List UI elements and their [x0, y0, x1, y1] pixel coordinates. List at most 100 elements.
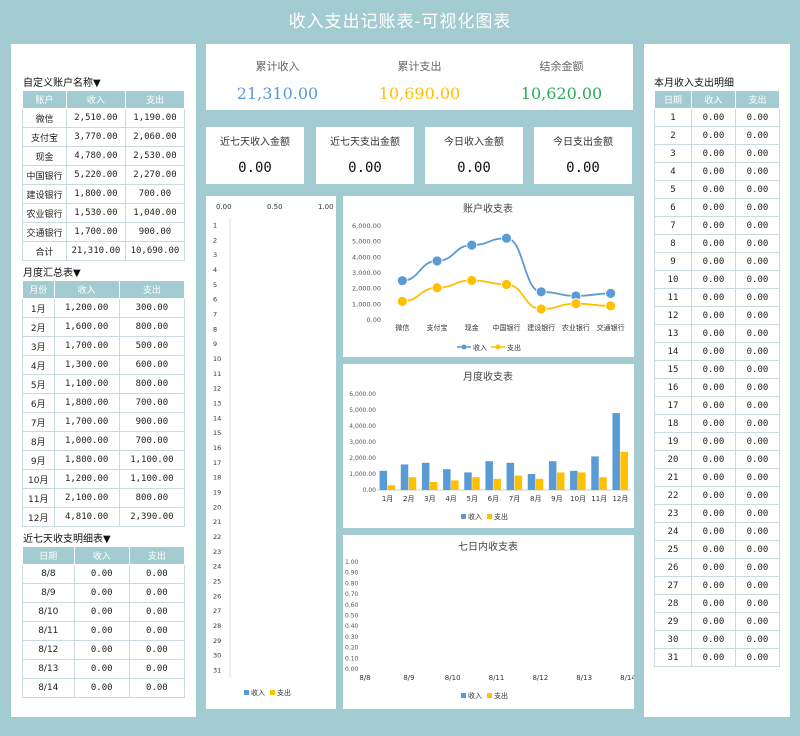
y-tick-label: 14 — [213, 414, 221, 422]
kpi-today-expense-card: 今日支出金额 0.00 — [534, 127, 632, 184]
bar-expense — [493, 478, 501, 490]
daily-cell: 0.00 — [734, 414, 781, 433]
daily-cell: 0.00 — [690, 342, 736, 361]
daily-row: 7 0.00 0.00 — [654, 216, 781, 235]
monthly-cell: 800.00 — [118, 488, 186, 508]
monthly-cell: 800.00 — [118, 374, 186, 394]
legend-income-label: 收入 — [251, 688, 265, 697]
daily-cell: 0.00 — [734, 396, 781, 415]
week-header-1: 收入 — [73, 546, 130, 565]
daily-cell: 21 — [654, 468, 692, 487]
kpi-today-income-label: 今日收入金额 — [444, 137, 504, 148]
daily-cell: 0.00 — [690, 108, 736, 127]
legend-income-label: 收入 — [468, 691, 482, 700]
daily-cell: 0.00 — [690, 648, 736, 667]
daily-row: 17 0.00 0.00 — [654, 396, 781, 415]
x-tick-label: 8/13 — [576, 674, 592, 682]
bar-expense — [620, 451, 628, 490]
daily-bar-chart-panel: 0.00 0.50 1.00 1 2 3 4 5 6 7 8 9 10 11 12 13 14 15 16 17 18 1… — [206, 196, 336, 709]
point-income — [431, 255, 443, 267]
y-tick-label: 0.20 — [345, 645, 359, 652]
kpi-expense-card: 累计支出 10,690.00 — [348, 44, 491, 110]
daily-cell: 2 — [654, 126, 692, 145]
x-tick-label: 现金 — [465, 323, 479, 332]
y-tick-label: 0.30 — [345, 634, 359, 641]
daily-cell: 0.00 — [690, 180, 736, 199]
daily-cell: 0.00 — [734, 522, 781, 541]
point-income — [466, 239, 478, 251]
daily-table: 日期 收入 支出 1 0.00 0.00 2 0.00 0.00 3 0.00 0.00 4 0.00 0.… — [654, 90, 781, 667]
y-tick-label: 28 — [213, 622, 221, 630]
y-tick-label: 11 — [213, 370, 221, 378]
y-tick-label: 0.70 — [345, 591, 359, 598]
daily-cell: 0.00 — [734, 162, 781, 181]
accounts-header-0: 账户 — [22, 90, 67, 109]
daily-cell: 19 — [654, 432, 692, 451]
legend-expense-label: 支出 — [494, 691, 508, 700]
accounts-heading[interactable]: 自定义账户名称▼ — [23, 78, 101, 89]
monthly-cell: 1,100.00 — [118, 469, 186, 489]
daily-row: 1 0.00 0.00 — [654, 108, 781, 127]
monthly-header-2: 支出 — [118, 280, 186, 299]
daily-cell: 0.00 — [690, 126, 736, 145]
kpi-expense-label: 累计支出 — [397, 60, 442, 73]
y-tick-label: 10 — [213, 355, 221, 363]
accounts-cell: 农业银行 — [22, 203, 67, 223]
daily-cell: 7 — [654, 216, 692, 235]
daily-cell: 31 — [654, 648, 692, 667]
monthly-cell: 4,810.00 — [53, 507, 120, 527]
daily-cell: 0.00 — [734, 324, 781, 343]
daily-cell: 0.00 — [690, 198, 736, 217]
daily-cell: 0.00 — [734, 108, 781, 127]
kpi-balance-card: 结余金额 10,620.00 — [490, 44, 633, 110]
monthly-header-0: 月份 — [22, 280, 55, 299]
accounts-cell: 1,800.00 — [65, 184, 126, 204]
week-cell: 0.00 — [128, 659, 186, 679]
accounts-cell: 支付宝 — [22, 127, 67, 147]
point-expense — [466, 274, 478, 286]
week-cell: 0.00 — [128, 602, 186, 622]
accounts-cell: 合计 — [22, 241, 67, 261]
week-heading[interactable]: 近七天收支明细表▼ — [23, 534, 111, 545]
week-cell: 0.00 — [73, 640, 130, 660]
daily-cell: 0.00 — [690, 234, 736, 253]
bar-income — [527, 474, 536, 490]
week-bar-chart-panel: 七日内收支表 0.00 0.10 0.20 0.30 0.40 0.50 0.60 0.70 0.… — [343, 535, 636, 709]
monthly-row: 3月 1,700.00 500.00 — [22, 336, 186, 356]
monthly-heading[interactable]: 月度汇总表▼ — [23, 268, 81, 279]
x-tick-label: 11月 — [591, 495, 607, 503]
y-tick-label: 0.50 — [345, 613, 359, 620]
point-expense — [396, 295, 408, 307]
monthly-cell: 600.00 — [118, 355, 186, 375]
daily-heading: 本月收入支出明细 — [654, 78, 734, 89]
y-tick-label: 0.40 — [345, 623, 359, 630]
point-income — [501, 232, 512, 244]
accounts-cell: 4,780.00 — [65, 146, 126, 166]
daily-row: 14 0.00 0.00 — [654, 342, 781, 361]
bar-expense — [472, 477, 480, 490]
y-tick-label: 25 — [213, 578, 221, 586]
kpi-today-income-value: 0.00 — [457, 160, 491, 176]
x-tick-label: 8/12 — [532, 674, 548, 682]
daily-row: 30 0.00 0.00 — [654, 630, 781, 649]
y-tick-label: 4,000.00 — [352, 253, 381, 261]
daily-row: 22 0.00 0.00 — [654, 486, 781, 505]
daily-cell: 0.00 — [690, 504, 736, 523]
bar-expense — [599, 477, 607, 490]
y-tick-label: 1 — [213, 221, 217, 229]
x-tick-label: 7月 — [509, 495, 520, 503]
daily-cell: 0.00 — [734, 252, 781, 271]
week-row: 8/14 0.00 0.00 — [22, 678, 186, 698]
y-tick-label: 5 — [213, 281, 217, 289]
bar-income — [485, 461, 493, 490]
daily-header-2: 支出 — [734, 90, 781, 109]
y-tick-label: 0.00 — [345, 666, 359, 673]
week-cell: 8/8 — [22, 564, 75, 584]
legend-expense-label: 支出 — [507, 343, 521, 352]
bar-income — [379, 470, 388, 490]
y-tick-label: 31 — [213, 667, 221, 675]
x-tick-label: 5月 — [467, 495, 478, 503]
kpi-week-income-label: 近七天收入金额 — [220, 137, 290, 148]
bar-expense — [535, 478, 544, 490]
kpi-week-expense-value: 0.00 — [348, 160, 382, 176]
